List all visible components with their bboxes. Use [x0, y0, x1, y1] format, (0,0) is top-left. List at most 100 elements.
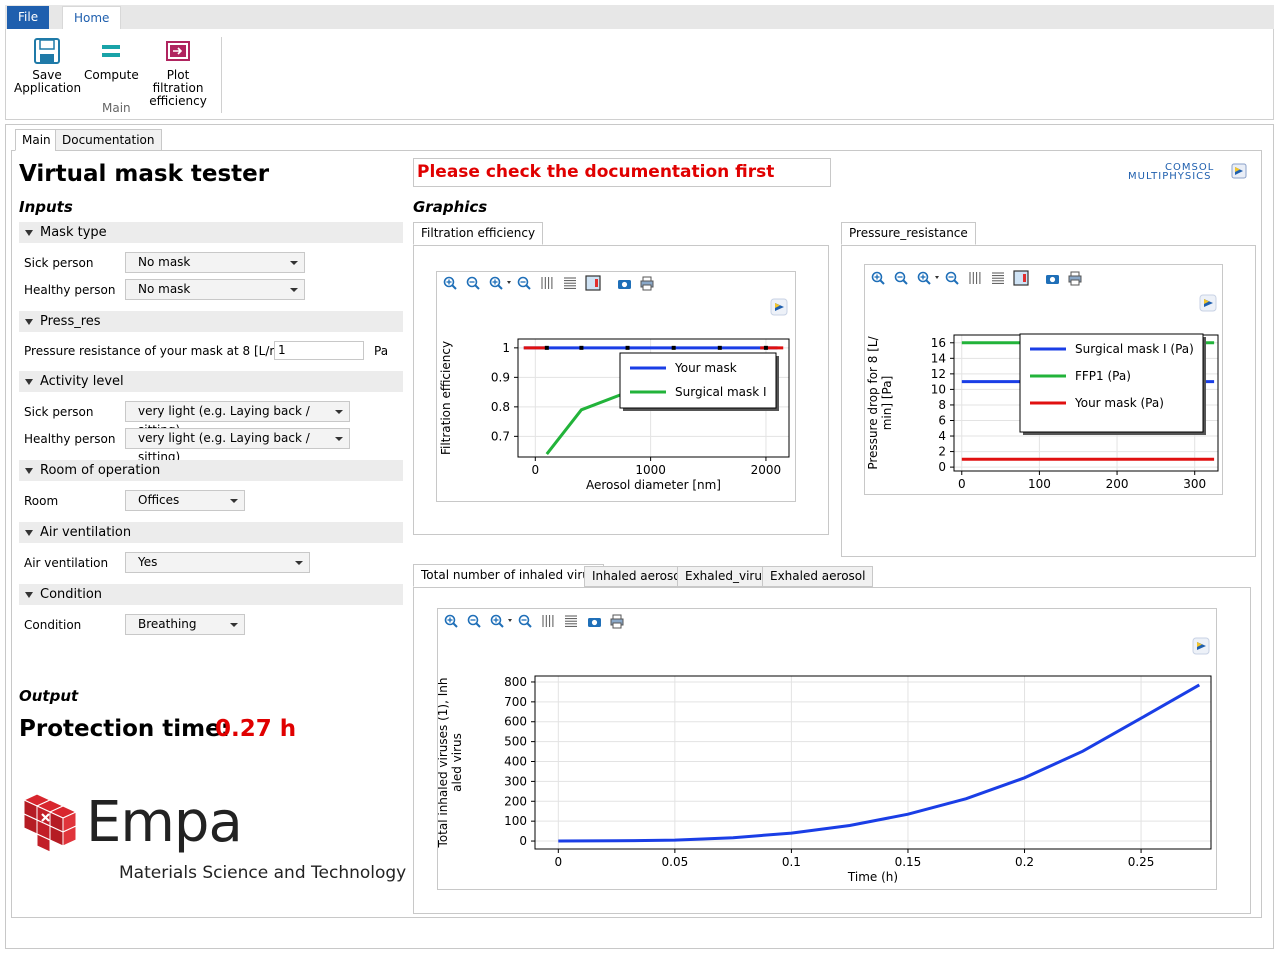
ventilation-select[interactable]: Yes — [125, 552, 310, 573]
camera-lens — [1049, 276, 1056, 283]
y-tick-label: 100 — [504, 814, 527, 828]
magnifier-handle — [525, 284, 531, 290]
tab-filtration-efficiency[interactable]: Filtration efficiency — [413, 222, 544, 245]
condition-select[interactable]: Breathing — [125, 614, 245, 635]
zoom-out-icon[interactable] — [894, 271, 908, 285]
mask-healthy-select[interactable]: No mask — [125, 279, 305, 300]
zoom-box-icon[interactable] — [917, 271, 940, 285]
activity-section-header[interactable]: Activity level — [19, 371, 403, 392]
legend-label: Surgical mask I (Pa) — [1075, 342, 1194, 356]
condition-label: Condition — [24, 618, 82, 632]
press-res-section-header[interactable]: Press_res — [19, 311, 403, 332]
plot-toolbar — [871, 270, 1082, 286]
zoom-box-icon[interactable] — [490, 614, 513, 628]
activity-sick-select[interactable]: very light (e.g. Laying back / sitting) — [125, 401, 350, 437]
room-section-header[interactable]: Room of operation — [19, 460, 403, 481]
x-tick-label: 0.1 — [782, 855, 801, 869]
select-value: Breathing — [138, 617, 197, 631]
documentation-warning: Please check the documentation first — [413, 158, 831, 187]
ventilation-section-header[interactable]: Air ventilation — [19, 522, 403, 543]
y-tick-label: 400 — [504, 755, 527, 769]
dropdown-arrow-icon — [290, 288, 298, 292]
compute-button[interactable]: Compute — [84, 37, 139, 82]
comsol-cube-icon — [1192, 637, 1210, 655]
save-label-line2: Application — [14, 81, 82, 95]
zoom-extents-icon[interactable] — [518, 614, 532, 628]
save-application-button[interactable]: Save Application — [14, 37, 82, 95]
magnifier-shape — [517, 276, 529, 288]
zoom-box-icon[interactable] — [489, 276, 512, 290]
printer-out — [642, 284, 652, 291]
camera-icon[interactable] — [1046, 275, 1059, 284]
magnifier-handle — [452, 622, 458, 628]
grid-icon[interactable] — [542, 615, 554, 627]
printer-out — [1070, 279, 1080, 286]
table-icon[interactable] — [565, 615, 577, 627]
data-marker — [671, 345, 676, 350]
y-tick-label: 600 — [504, 715, 527, 729]
tab-pressure-resistance[interactable]: Pressure_resistance — [841, 222, 976, 245]
tab-inhaled-aerosol[interactable]: Inhaled aerosol — [584, 566, 692, 587]
camera-icon[interactable] — [618, 280, 631, 289]
file-tab[interactable]: File — [7, 6, 50, 29]
pressure-resistance-input[interactable]: 1 — [274, 341, 364, 360]
zoom-in-icon[interactable] — [871, 271, 885, 285]
legend-label: Surgical mask I — [675, 385, 767, 399]
zoom-in-icon[interactable] — [443, 276, 457, 290]
zoom-out-icon[interactable] — [467, 614, 481, 628]
table-icon[interactable] — [992, 272, 1004, 284]
series-line-0 — [558, 683, 1201, 843]
zoom-extents-icon[interactable] — [945, 271, 959, 285]
zoom-out-icon[interactable] — [466, 276, 480, 290]
plot-filtration-efficiency-button[interactable]: Plot filtration efficiency — [140, 37, 216, 108]
tab-total-inhaled-virus[interactable]: Total number of inhaled virus — [413, 564, 605, 587]
legend-mark — [595, 279, 598, 287]
dropdown-arrow-icon — [230, 499, 238, 503]
mask-sick-select[interactable]: No mask — [125, 252, 305, 273]
room-label: Room — [24, 494, 59, 508]
grid-icon[interactable] — [541, 277, 553, 289]
zoom-in-icon[interactable] — [444, 614, 458, 628]
section-title: Condition — [40, 587, 103, 602]
y-tick-label: 2 — [938, 445, 946, 459]
camera-icon[interactable] — [588, 618, 601, 627]
tab-main[interactable]: Main — [15, 129, 58, 151]
legend-icon[interactable] — [1013, 270, 1029, 286]
mask-type-section-header[interactable]: Mask type — [19, 222, 403, 243]
room-select[interactable]: Offices — [125, 490, 245, 511]
pressure-unit-label: Pa — [374, 344, 389, 358]
print-icon[interactable] — [1068, 271, 1082, 286]
condition-section-header[interactable]: Condition — [19, 584, 403, 605]
home-tab[interactable]: Home — [62, 6, 122, 29]
tab-exhaled-aerosol[interactable]: Exhaled aerosol — [762, 566, 874, 587]
tab-documentation[interactable]: Documentation — [55, 129, 162, 151]
print-icon[interactable] — [640, 276, 654, 291]
table-icon[interactable] — [564, 277, 576, 289]
comsol-cube-icon — [770, 298, 788, 316]
section-title: Air ventilation — [40, 525, 132, 540]
dropdown-arrow — [935, 276, 939, 279]
x-tick-label: 200 — [1106, 477, 1129, 491]
dropdown-arrow-icon — [295, 561, 303, 565]
y-axis-label: Pressure drop for 8 [L/min] [Pa] — [866, 335, 894, 469]
print-icon[interactable] — [610, 614, 624, 629]
tab-exhaled-virus[interactable]: Exhaled_virus — [677, 566, 777, 587]
grid-icon[interactable] — [969, 272, 981, 284]
virus-chart: 0 0.05 0.1 0.15 0.2 0.25 0 100 200 300 400 500 600 70… — [438, 614, 1212, 884]
x-tick-label: 0 — [958, 477, 966, 491]
magnifier-handle — [902, 279, 908, 285]
legend-icon[interactable] — [585, 275, 601, 291]
x-tick-label: 0 — [531, 463, 539, 477]
legend-box — [619, 352, 777, 409]
activity-healthy-select[interactable]: very light (e.g. Laying back / sitting) — [125, 428, 350, 464]
comsol-line2: MULTIPHYSICS — [1128, 171, 1212, 182]
select-value: Yes — [138, 555, 158, 569]
y-tick-label: 0.7 — [491, 429, 510, 443]
select-value: No mask — [138, 282, 191, 296]
y-tick-label: 10 — [931, 382, 946, 396]
magnifier-handle — [925, 279, 931, 285]
zoom-extents-icon[interactable] — [517, 276, 531, 290]
y-tick-label: 700 — [504, 695, 527, 709]
